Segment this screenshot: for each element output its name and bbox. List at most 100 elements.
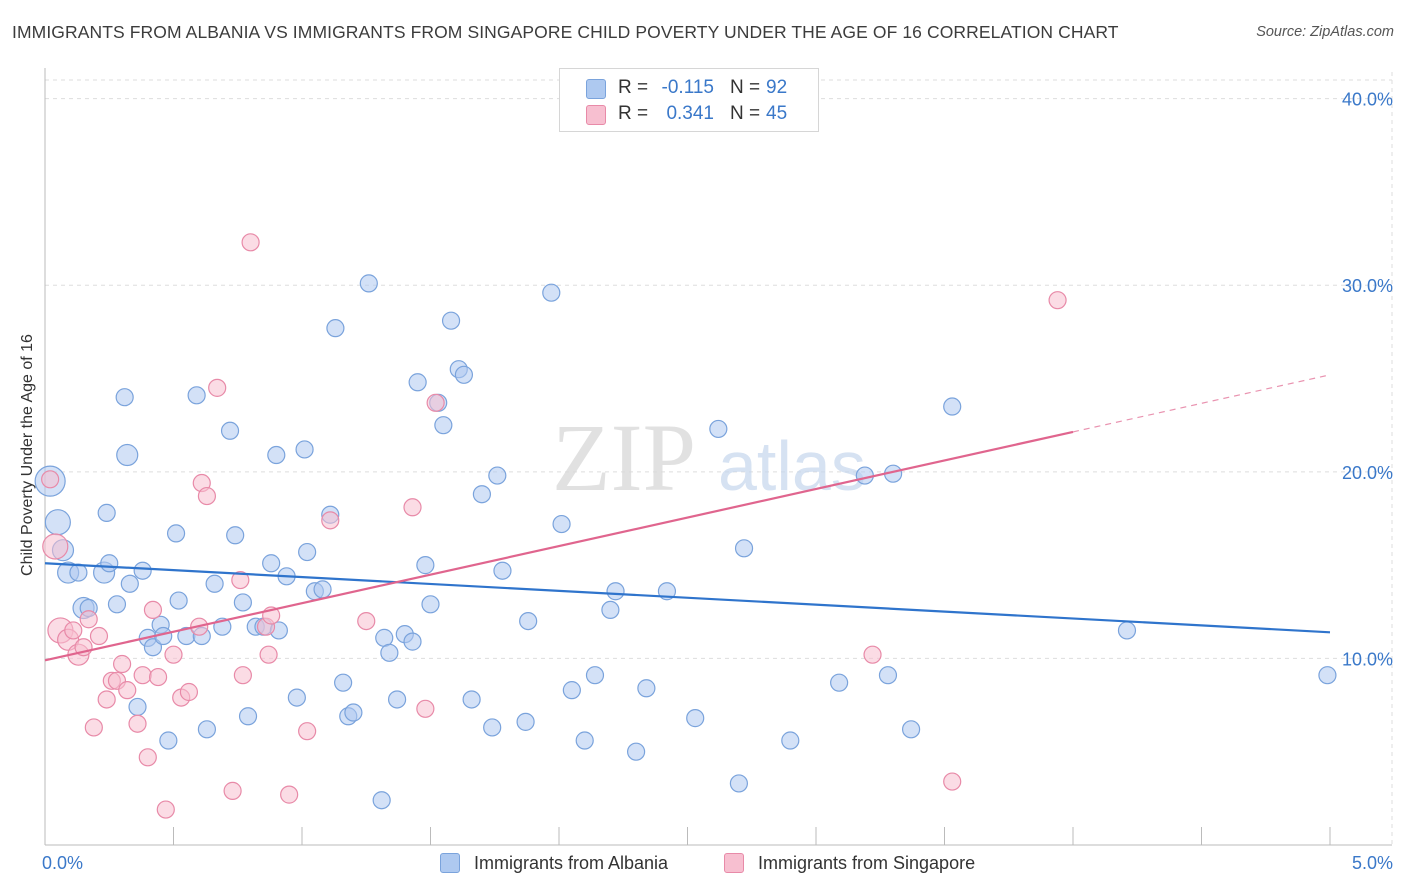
albania-point — [686, 709, 705, 728]
bottom-legend-singapore: Immigrants from Singapore — [724, 852, 1014, 876]
albania-point — [542, 283, 561, 302]
albania-point — [878, 666, 898, 685]
singapore-r-label: R = — [618, 103, 649, 124]
x-tick-label-end: 5.0% — [1352, 853, 1393, 873]
y-tick-label: 10.0% — [1342, 649, 1393, 669]
x-tick-label-start: 0.0% — [42, 853, 83, 873]
albania-point — [238, 707, 258, 726]
axes — [44, 68, 1392, 846]
albania-point — [133, 561, 152, 580]
legend-row-albania: R = -0.115 N = 92 — [560, 75, 818, 101]
albania-point — [575, 731, 594, 750]
albania-point — [69, 563, 88, 582]
singapore-n-label: N = — [730, 103, 761, 124]
albania-point — [128, 697, 147, 717]
singapore-point — [241, 233, 260, 252]
albania-point — [709, 419, 728, 439]
watermark-atlas: atlas — [718, 427, 866, 505]
albania-point — [159, 731, 178, 750]
albania-point — [1318, 666, 1337, 685]
albania-point — [830, 673, 849, 692]
singapore-point — [259, 645, 278, 664]
singapore-n-value: 45 — [766, 103, 788, 124]
bottom-singapore-swatch — [724, 853, 744, 873]
singapore-point — [112, 654, 132, 674]
singapore-point — [197, 486, 217, 506]
albania-point — [380, 643, 399, 662]
singapore-trend-line-dashed — [1072, 374, 1331, 433]
singapore-point — [223, 781, 242, 800]
albania-point — [115, 388, 134, 407]
albania-point — [387, 690, 407, 709]
albania-swatch — [586, 79, 606, 99]
albania-point — [359, 274, 378, 293]
albania-trend-line — [44, 562, 1331, 634]
albania-point — [493, 561, 512, 580]
singapore-point — [118, 681, 137, 700]
albania-r-value: -0.115 — [661, 77, 714, 98]
singapore-point — [128, 714, 147, 733]
albania-point — [205, 574, 224, 593]
albania-point — [601, 600, 620, 620]
albania-point — [233, 593, 252, 612]
albania-point — [187, 386, 206, 405]
singapore-point — [133, 666, 152, 685]
singapore-point — [321, 511, 340, 530]
y-tick-label: 20.0% — [1342, 463, 1393, 483]
singapore-point — [231, 570, 250, 590]
albania-point — [734, 539, 754, 558]
albania-r-label: R = — [618, 77, 649, 98]
stats-legend: R = -0.115 N = 92 R = 0.341 N = 45 — [559, 68, 819, 132]
bottom-albania-swatch — [440, 853, 460, 873]
singapore-point — [143, 600, 163, 620]
albania-point — [552, 514, 571, 534]
albania-point — [287, 688, 306, 707]
singapore-point — [403, 498, 422, 517]
singapore-point — [97, 690, 116, 709]
albania-point — [434, 416, 453, 435]
albania-point — [416, 556, 435, 575]
singapore-point — [156, 800, 175, 819]
albania-n-label: N = — [730, 77, 761, 98]
singapore-point — [64, 621, 83, 640]
albania-point — [855, 466, 874, 485]
albania-point — [626, 742, 646, 761]
watermark-zip: ZIP — [552, 404, 696, 511]
albania-point — [107, 595, 127, 614]
albania-point — [943, 397, 962, 416]
singapore-point — [164, 645, 183, 664]
singapore-point — [426, 393, 445, 412]
albania-point — [226, 526, 245, 545]
y-tick-label: 30.0% — [1342, 276, 1393, 296]
albania-point — [454, 365, 474, 384]
albania-point — [267, 445, 286, 465]
albania-point — [116, 443, 139, 467]
albania-point — [585, 666, 605, 685]
singapore-point — [1048, 291, 1067, 310]
albania-point — [421, 595, 440, 614]
singapore-swatch — [586, 105, 606, 125]
singapore-point — [42, 533, 69, 560]
albania-point — [143, 638, 163, 657]
singapore-point — [280, 785, 299, 804]
albania-point — [295, 440, 314, 459]
data-points — [34, 233, 1337, 819]
albania-point — [169, 591, 188, 610]
singapore-point — [233, 666, 252, 685]
albania-point — [166, 524, 186, 543]
albania-point — [901, 720, 921, 739]
albania-point — [606, 582, 625, 601]
albania-point — [483, 718, 502, 737]
albania-point — [403, 632, 422, 651]
chart-title: IMMIGRANTS FROM ALBANIA VS IMMIGRANTS FR… — [12, 22, 1119, 42]
albania-point — [408, 373, 427, 392]
y-tick-label: 40.0% — [1342, 90, 1393, 110]
singapore-point — [357, 611, 376, 631]
albania-n-value: 92 — [766, 77, 788, 98]
legend-row-singapore: R = 0.341 N = 45 — [560, 101, 818, 127]
albania-point — [334, 673, 353, 692]
singapore-point — [79, 610, 98, 629]
albania-point — [1117, 621, 1137, 640]
albania-point — [326, 319, 345, 338]
albania-point — [562, 681, 581, 700]
